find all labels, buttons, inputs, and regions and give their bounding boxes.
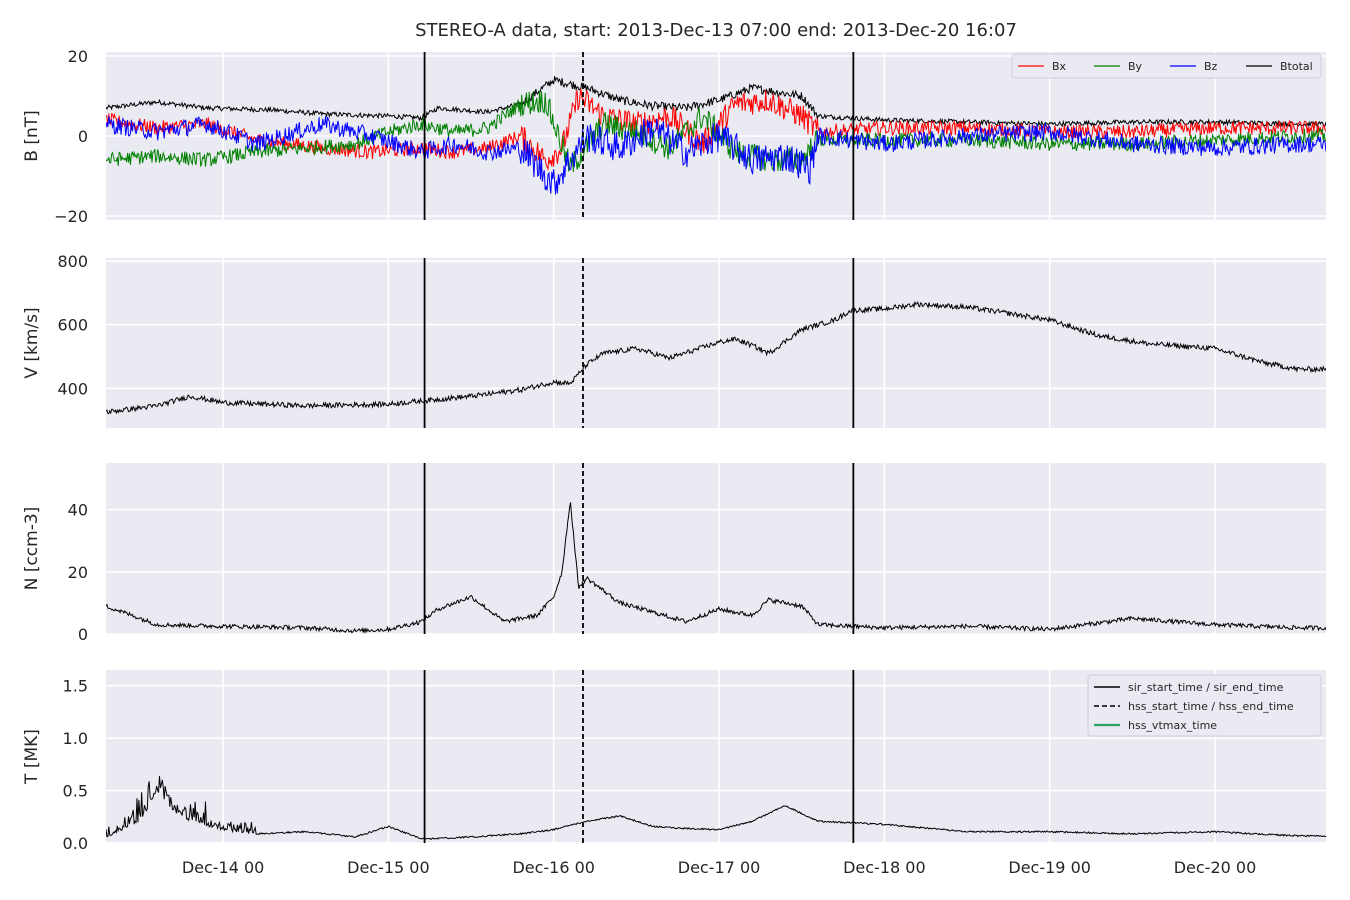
y-tick-label: 0.0 — [63, 834, 88, 853]
panel-1: 20 0 −20 B [nT] Bx By Bz Btotal — [22, 47, 1326, 226]
legend-label: hss_vtmax_time — [1128, 719, 1217, 732]
x-tick-label: Dec-16 00 — [512, 858, 595, 877]
series-group — [106, 502, 1326, 634]
legend-label: By — [1128, 60, 1143, 73]
figure-title: STEREO-A data, start: 2013-Dec-13 07:00 … — [415, 20, 1017, 41]
legend-label: sir_start_time / sir_end_time — [1128, 681, 1284, 694]
legend-box — [1011, 53, 1322, 79]
y-tick-label: 20 — [68, 563, 88, 582]
y-tick-label: 800 — [57, 252, 88, 271]
y-tick-label: −20 — [54, 207, 88, 226]
legend-box — [1087, 674, 1322, 737]
series-group — [106, 300, 1326, 415]
legend: sir_start_time / sir_end_time hss_start_t… — [1087, 674, 1322, 737]
y-tick-label: 1.5 — [63, 677, 88, 696]
y-tick-label: 1.0 — [63, 729, 88, 748]
y-tick-label: 0.5 — [63, 782, 88, 801]
x-tick-label: Dec-18 00 — [843, 858, 926, 877]
x-tick-label: Dec-19 00 — [1008, 858, 1091, 877]
x-tick-label: Dec-17 00 — [678, 858, 761, 877]
series-line-t — [106, 776, 1326, 841]
panel-3: 40 20 0 N [ccm-3] — [22, 463, 1326, 644]
x-tick-label: Dec-14 00 — [182, 858, 265, 877]
panel-2: 800 600 400 V [km/s] — [22, 252, 1326, 428]
y-axis-label: V [km/s] — [22, 307, 42, 378]
y-axis-label: N [ccm-3] — [22, 507, 42, 591]
series-line-btotal — [106, 76, 1326, 128]
y-tick-label: 20 — [68, 47, 88, 66]
y-tick-label: 0 — [78, 127, 88, 146]
y-tick-label: 0 — [78, 625, 88, 644]
series-line-v — [106, 300, 1326, 415]
panel-4: 1.5 1.0 0.5 0.0 T [MK] Dec-14 00 Dec-15 00 Dec-… — [22, 670, 1326, 877]
legend-label: Btotal — [1280, 60, 1313, 73]
y-axis-label: B [nT] — [22, 110, 42, 162]
legend: Bx By Bz Btotal — [1011, 53, 1322, 79]
x-tick-label: Dec-20 00 — [1174, 858, 1257, 877]
y-tick-label: 400 — [57, 379, 88, 398]
y-tick-label: 40 — [68, 501, 88, 520]
legend-label: hss_start_time / hss_end_time — [1128, 700, 1294, 713]
panel-background — [106, 463, 1326, 634]
y-tick-label: 600 — [57, 316, 88, 335]
series-line-bz — [106, 115, 1326, 195]
x-tick-label: Dec-15 00 — [347, 858, 430, 877]
legend-label: Bx — [1052, 60, 1067, 73]
series-line-n — [106, 502, 1326, 634]
series-group — [106, 776, 1326, 841]
y-axis-label: T [MK] — [22, 729, 42, 785]
legend-label: Bz — [1204, 60, 1218, 73]
series-group — [106, 76, 1326, 195]
